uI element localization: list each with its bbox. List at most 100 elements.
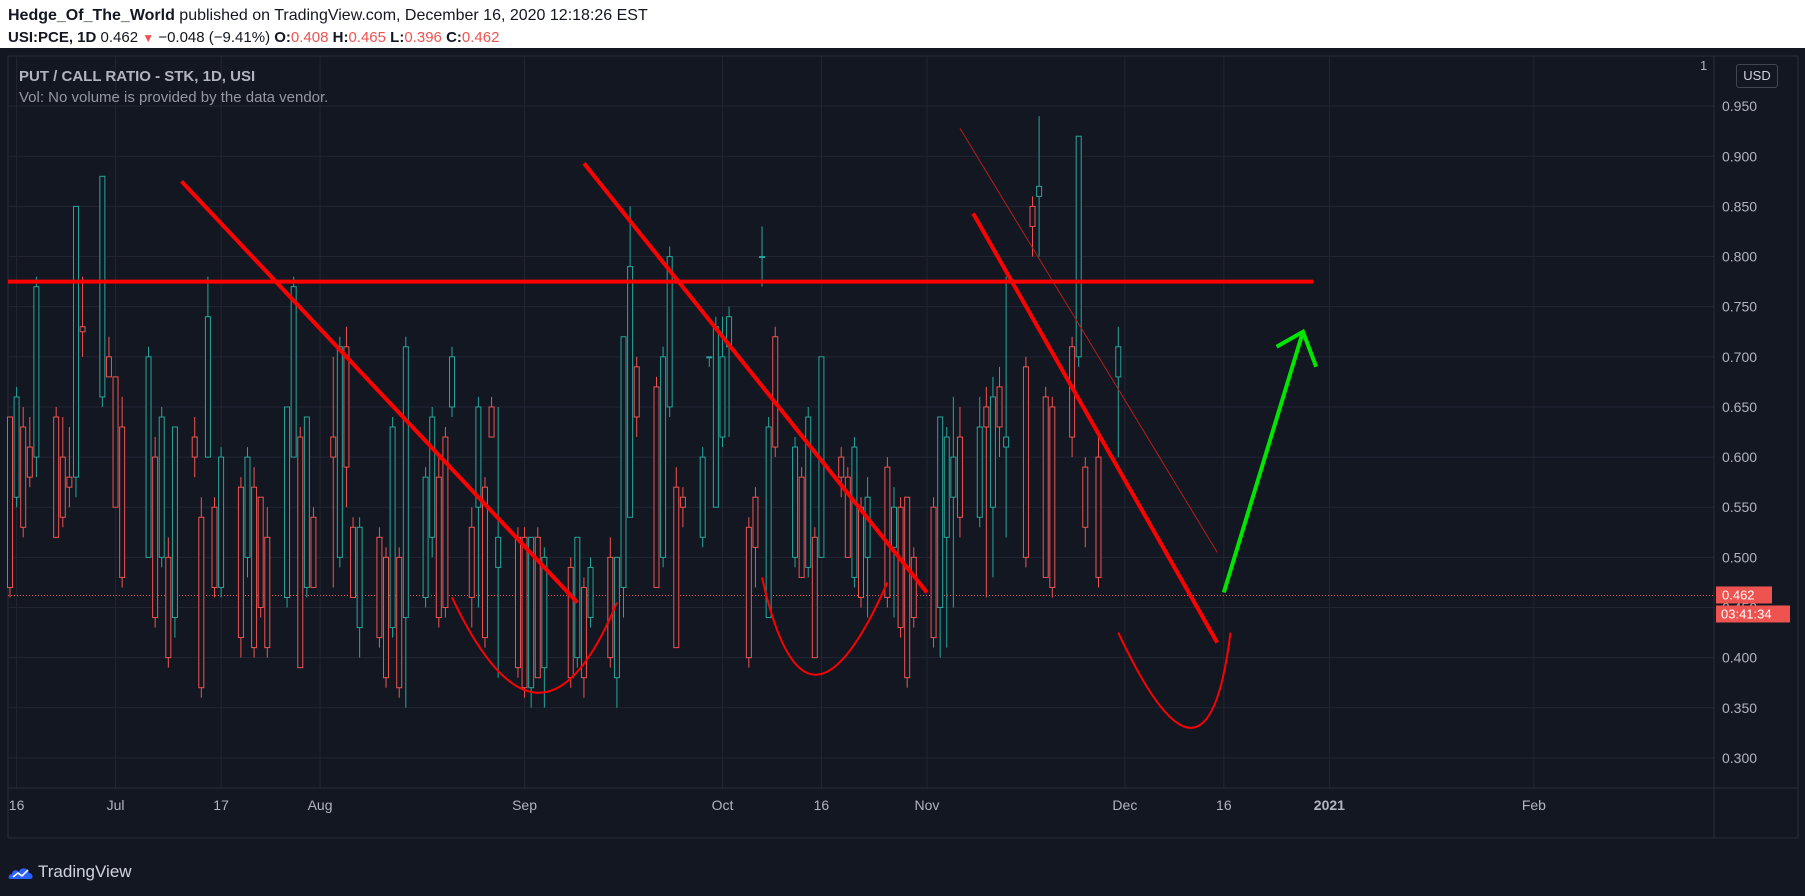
- candle-body: [495, 536, 502, 568]
- candle-body: [66, 476, 73, 488]
- candle-body: [310, 516, 317, 588]
- candle-body: [620, 336, 627, 588]
- candle-body: [541, 556, 548, 669]
- tradingview-logo[interactable]: TradingView: [8, 860, 132, 884]
- candle-body: [943, 436, 950, 538]
- candle: [613, 556, 620, 708]
- candle: [198, 497, 205, 698]
- candle: [976, 396, 983, 528]
- candle-body: [706, 356, 713, 359]
- candle-body: [587, 566, 594, 619]
- candles: [7, 116, 1122, 708]
- chart-series-title[interactable]: PUT / CALL RATIO - STK, 1D, USI: [19, 68, 256, 85]
- candle-body: [1036, 185, 1043, 197]
- candle: [165, 537, 172, 668]
- candle: [158, 406, 165, 568]
- candle-body: [1082, 466, 1089, 528]
- candle-body: [798, 476, 805, 578]
- candle-body: [996, 386, 1003, 428]
- candle-body: [99, 175, 106, 398]
- candle: [897, 497, 904, 638]
- candle-body: [59, 456, 66, 518]
- tradingview-cloud-icon: [8, 868, 33, 879]
- candle: [1115, 326, 1122, 458]
- candle: [389, 416, 396, 638]
- candlestick-chart[interactable]: 0.3000.3500.4000.4500.5000.5500.6000.650…: [0, 48, 1805, 848]
- candle: [211, 497, 218, 598]
- rounded-bottom-arc: [451, 597, 618, 694]
- chart-area[interactable]: 0.3000.3500.4000.4500.5000.5500.6000.650…: [0, 48, 1805, 848]
- candle-body: [356, 526, 363, 629]
- price-tick-label: 0.900: [1722, 148, 1757, 164]
- drawings: [8, 127, 1319, 729]
- candle: [772, 326, 779, 458]
- price-axis[interactable]: 0.3000.3500.4000.4500.5000.5500.6000.650…: [1722, 98, 1757, 766]
- candle-body: [396, 556, 403, 689]
- candle: [712, 316, 719, 508]
- candle-body: [679, 496, 686, 508]
- trend-line: [959, 127, 1218, 553]
- candle-body: [20, 426, 27, 528]
- time-tick-label: 16: [814, 797, 830, 813]
- trend-line: [180, 179, 579, 604]
- low-value: 0.396: [404, 29, 442, 46]
- price-tick-label: 0.350: [1722, 700, 1757, 716]
- candle: [1003, 276, 1010, 538]
- time-axis[interactable]: 16 Jul 17 Aug Sep Oct 16 Nov Dec 16 2021 Feb: [9, 797, 1546, 813]
- candle-body: [521, 536, 528, 689]
- candle: [105, 336, 112, 378]
- last-price-tag-box: [1716, 586, 1772, 604]
- candle: [1049, 396, 1056, 598]
- candle-body: [26, 446, 33, 478]
- candle-body: [158, 416, 165, 558]
- time-tick-label: Jul: [107, 797, 125, 813]
- candle-body: [442, 436, 449, 609]
- candle: [13, 386, 20, 508]
- candle: [567, 557, 574, 688]
- candle: [145, 346, 152, 558]
- candle: [996, 366, 1003, 458]
- candle: [627, 206, 634, 518]
- ohlc-legend: USI:PCE, 1D 0.462 ▼ −0.048 (−9.41%) O:0.…: [8, 29, 499, 46]
- author-name[interactable]: Hedge_Of_The_World: [8, 7, 175, 24]
- candle: [607, 537, 614, 668]
- candle: [448, 346, 455, 417]
- close-value: 0.462: [461, 29, 500, 46]
- candle: [99, 175, 106, 407]
- price-tick-label: 0.850: [1722, 198, 1757, 214]
- candle-body: [976, 426, 983, 518]
- currency-button[interactable]: USD: [1736, 64, 1778, 88]
- candle-body: [435, 476, 442, 619]
- candle-body: [211, 506, 218, 588]
- indicator-legend: PUT / CALL RATIO - STK, 1D, USI Vol: No …: [19, 68, 328, 106]
- candle: [429, 406, 436, 558]
- candle-body: [488, 406, 495, 438]
- candle: [495, 406, 502, 678]
- candle-body: [719, 356, 726, 438]
- candle-body: [1049, 406, 1056, 588]
- candle-body: [429, 416, 436, 538]
- candle: [653, 376, 660, 588]
- candle-body: [481, 486, 488, 639]
- candle-body: [165, 556, 172, 659]
- candle-body: [950, 456, 957, 498]
- candle: [838, 447, 845, 498]
- candle-body: [858, 506, 864, 598]
- candle: [204, 276, 211, 458]
- candle: [1036, 116, 1043, 257]
- price-tick-label: 0.550: [1722, 499, 1757, 515]
- candle: [765, 416, 772, 619]
- candle: [851, 437, 858, 588]
- candle: [402, 336, 409, 708]
- published-text: published on TradingView.com, December 1…: [179, 7, 648, 24]
- candle-body: [350, 526, 357, 598]
- candle-body: [956, 436, 963, 518]
- candle: [33, 276, 40, 478]
- candle-body: [851, 446, 858, 578]
- candle: [745, 517, 752, 668]
- open-label: O:: [274, 29, 291, 46]
- candle-body: [475, 406, 482, 508]
- candle-body: [745, 526, 752, 659]
- candle-body: [105, 356, 112, 378]
- candle: [336, 336, 343, 568]
